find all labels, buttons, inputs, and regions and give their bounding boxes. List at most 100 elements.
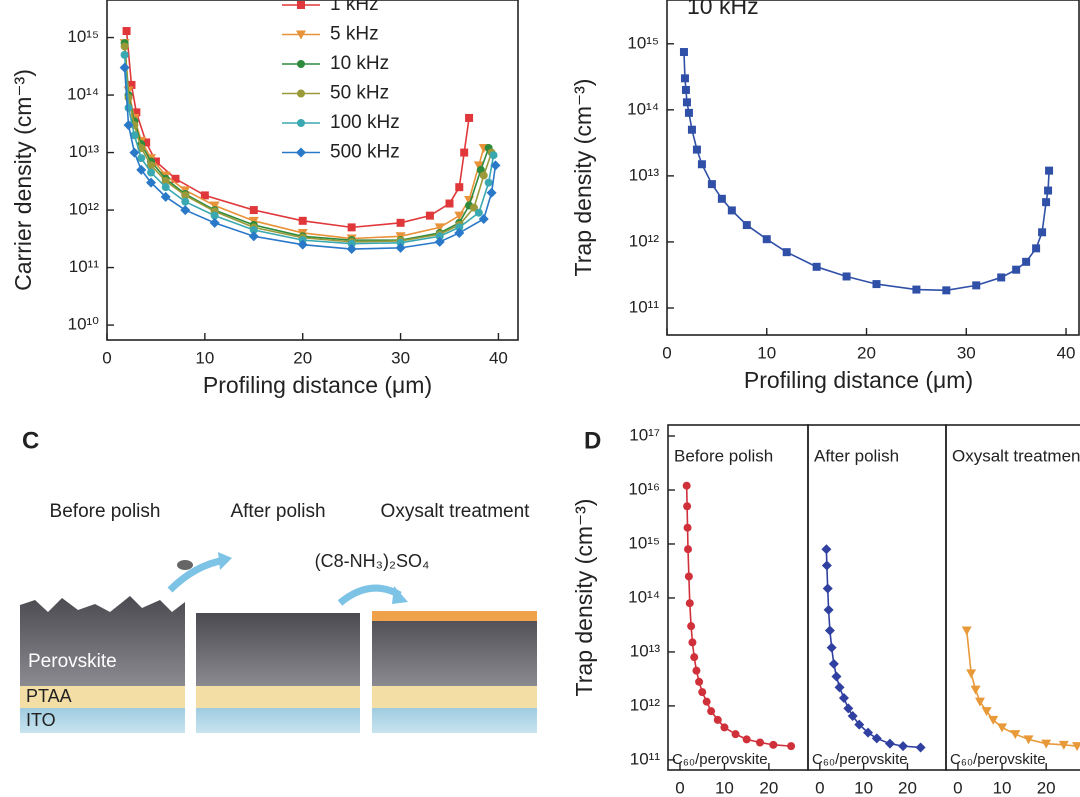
step-label: After polish: [230, 501, 325, 522]
marker: [160, 191, 171, 202]
y-tick-label: 10¹²: [629, 231, 660, 250]
marker: [683, 523, 692, 532]
marker: [812, 262, 821, 271]
marker: [974, 697, 985, 707]
marker: [707, 707, 716, 716]
marker: [396, 218, 405, 227]
x-tick-label: 30: [391, 348, 410, 367]
marker: [731, 730, 740, 739]
panel-title: Oxysalt treatment: [952, 446, 1080, 465]
marker: [684, 572, 693, 581]
annotation: C₆₀/perovskite: [672, 751, 768, 768]
marker: [469, 203, 478, 212]
marker: [988, 715, 999, 725]
marker: [687, 622, 696, 631]
marker: [680, 74, 689, 83]
marker: [843, 703, 854, 714]
marker: [762, 235, 771, 244]
marker: [346, 244, 357, 255]
x-axis-label: Profiling distance (μm): [203, 372, 432, 398]
marker: [824, 625, 835, 636]
chart-title: 10 kHz: [687, 0, 759, 19]
marker: [127, 80, 136, 89]
legend-label: 50 kHz: [330, 83, 389, 104]
marker: [434, 236, 445, 247]
marker: [756, 738, 764, 747]
marker: [181, 191, 190, 200]
x-tick-label: 10: [715, 778, 734, 797]
marker: [489, 151, 498, 160]
x-tick-label: 10: [993, 778, 1012, 797]
series-line: [125, 30, 470, 229]
marker: [1022, 257, 1031, 266]
layer-label: ITO: [26, 710, 56, 730]
polish-icon: [177, 560, 193, 570]
marker: [915, 742, 926, 753]
marker: [684, 108, 693, 117]
marker: [828, 658, 839, 669]
marker: [460, 148, 469, 157]
marker: [695, 677, 704, 686]
marker: [210, 211, 219, 220]
marker: [396, 238, 405, 247]
marker: [200, 191, 209, 200]
plot-frame: [666, 0, 1080, 336]
x-tick-label: 20: [857, 343, 876, 362]
marker: [687, 125, 696, 134]
x-tick-label: 10: [854, 778, 873, 797]
marker: [821, 544, 832, 555]
marker: [395, 242, 406, 253]
x-tick-label: 0: [815, 778, 824, 797]
marker: [1038, 228, 1047, 237]
marker: [249, 206, 258, 215]
series-line: [683, 51, 1050, 292]
marker: [435, 232, 444, 241]
marker: [692, 145, 701, 154]
series-line: [965, 630, 1078, 747]
diagram-c: C Before polish After polish Oxysalt tre…: [20, 427, 537, 733]
marker: [717, 194, 726, 203]
x-axis-label: Profiling distance (μm): [744, 367, 973, 393]
marker: [123, 120, 134, 131]
marker: [120, 42, 129, 51]
y-tick-label: 10¹⁷: [629, 426, 660, 445]
marker: [479, 171, 488, 180]
ito-layer: [196, 708, 360, 733]
marker: [685, 599, 694, 608]
marker: [942, 286, 951, 295]
marker: [972, 281, 981, 290]
step-label: Oxysalt treatment: [381, 501, 531, 522]
marker: [120, 50, 129, 59]
x-tick-label: 10: [757, 343, 776, 362]
marker: [822, 583, 833, 594]
ptaa-layer: [372, 686, 537, 708]
marker: [681, 85, 690, 94]
marker: [161, 183, 170, 192]
marker: [684, 545, 692, 554]
layer-label: Perovskite: [28, 651, 117, 672]
x-tick-label: 20: [759, 778, 778, 797]
marker: [872, 280, 881, 289]
step-label: Before polish: [50, 501, 161, 522]
y-tick-label: 10¹²: [69, 200, 100, 219]
x-tick-label: 0: [662, 343, 671, 362]
marker: [296, 147, 306, 158]
legend-label: 100 kHz: [330, 112, 400, 133]
marker: [1023, 735, 1034, 745]
marker: [742, 221, 751, 230]
y-axis-label: Trap density (cm⁻³): [570, 79, 596, 277]
series-line: [685, 485, 792, 747]
y-tick-label: 10¹⁴: [628, 587, 660, 606]
marker: [682, 98, 691, 107]
series-line: [123, 54, 495, 245]
marker: [425, 211, 434, 220]
y-tick-label: 10¹¹: [69, 257, 100, 276]
legend-label: 1 kHz: [330, 0, 379, 15]
marker: [688, 638, 697, 647]
marker: [690, 653, 699, 662]
marker: [248, 231, 259, 242]
perovskite-layer: [196, 613, 360, 686]
marker: [1072, 742, 1080, 752]
marker: [122, 27, 131, 36]
